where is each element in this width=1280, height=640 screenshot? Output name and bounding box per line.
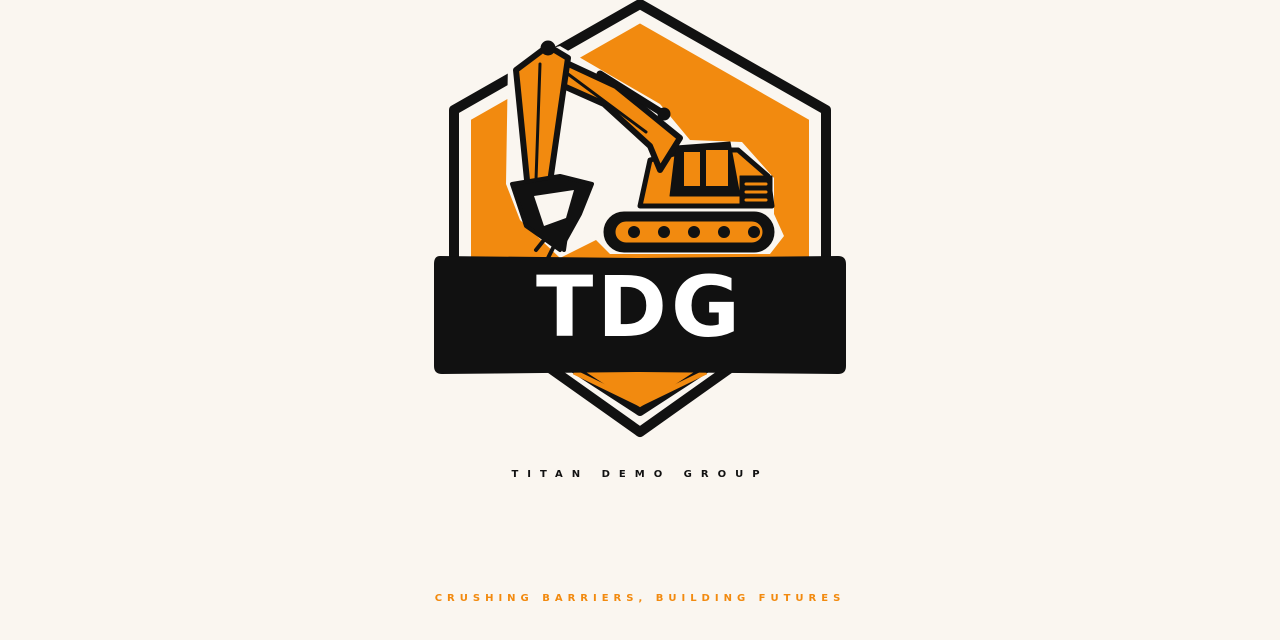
logo-emblem: TDG <box>434 0 846 437</box>
excavator-in-hexagon-icon <box>434 0 846 437</box>
company-name: TITAN DEMO GROUP <box>511 469 769 480</box>
tagline: CRUSHING BARRIERS, BUILDING FUTURES <box>434 593 846 604</box>
monogram: TDG <box>536 258 744 356</box>
